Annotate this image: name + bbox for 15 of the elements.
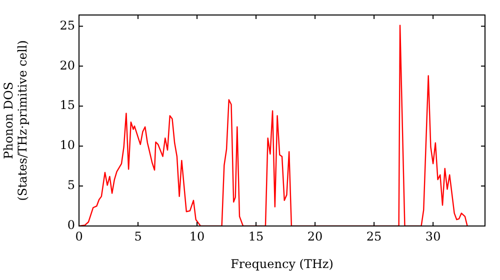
x-tick-label: 20 [307, 229, 323, 244]
x-tick-label: 15 [248, 229, 264, 244]
y-tick-label: 15 [60, 98, 75, 112]
y-tick-label: 10 [60, 138, 75, 152]
x-tick-label: 10 [189, 229, 205, 244]
x-tick-label: 5 [134, 229, 142, 244]
text: Phonon DOS [1, 82, 16, 160]
x-axis-title: Frequency (THz) [230, 256, 334, 271]
text: (States/THz·primitive cell) [16, 40, 30, 201]
y-tick-label: 5 [67, 178, 75, 192]
y-tick-label: 25 [60, 18, 75, 32]
x-tick-label: 30 [425, 229, 441, 244]
x-tick-label: 25 [366, 229, 382, 244]
y-tick-label: 20 [60, 58, 75, 72]
y-tick-label: 0 [67, 218, 75, 232]
